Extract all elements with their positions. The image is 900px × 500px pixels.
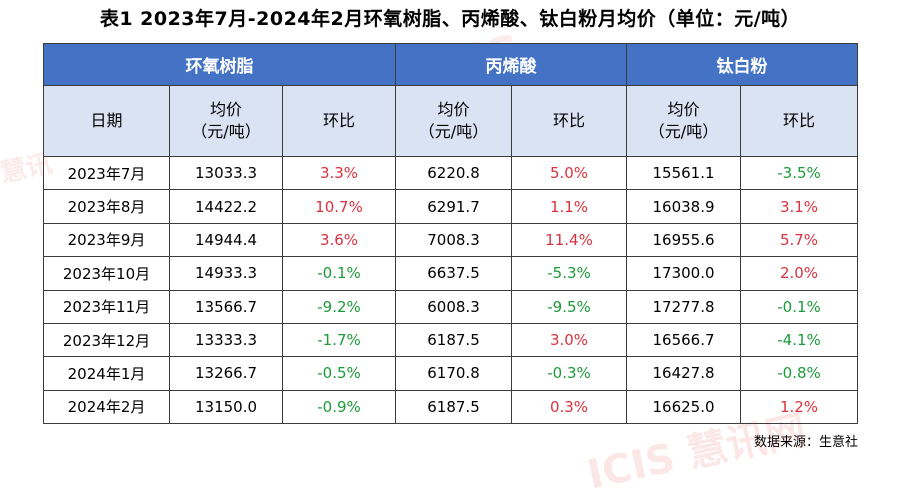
cell-epoxy-mom: -0.9% [282,389,396,425]
cell-acrylic-mom: 0.3% [511,389,627,425]
table-row: 2023年9月 14944.4 3.6% 7008.3 11.4% 16955.6 5.7% [43,222,858,258]
cell-date: 2023年7月 [43,155,170,191]
price-label: 均价 [437,100,470,119]
table-title: 表1 2023年7月-2024年2月环氧树脂、丙烯酸、钛白粉月均价（单位：元/吨… [99,8,801,30]
cell-tio2-price: 16038.9 [626,189,741,224]
cell-tio2-mom: -3.5% [740,155,858,191]
cell-acrylic-price: 7008.3 [395,222,512,258]
cell-acrylic-price: 6187.5 [395,389,512,425]
cell-date: 2023年8月 [43,189,170,224]
cell-epoxy-mom: 10.7% [282,189,396,224]
cell-acrylic-price: 6170.8 [395,356,512,391]
table-row: 2023年10月 14933.3 -0.1% 6637.5 -5.3% 17300.0 2.… [43,256,858,291]
price-label: 均价 [209,100,242,119]
unit-label: （元/吨） [648,122,719,141]
cell-epoxy-price: 14944.4 [169,222,283,258]
cell-epoxy-mom: -0.5% [282,356,396,391]
cell-epoxy-price: 13266.7 [169,356,283,391]
unit-label: （元/吨） [418,122,489,141]
col-header-date: 日期 [43,85,170,157]
cell-epoxy-price: 14422.2 [169,189,283,224]
table-row: 2024年1月 13266.7 -0.5% 6170.8 -0.3% 16427.8 -0.… [43,356,858,391]
col-header-acrylic-mom: 环比 [511,85,627,157]
cell-date: 2023年9月 [43,222,170,258]
cell-tio2-price: 16625.0 [626,389,741,425]
group-header-tio2: 钛白粉 [626,43,858,86]
cell-acrylic-mom: -0.3% [511,356,627,391]
cell-tio2-price: 15561.1 [626,155,741,191]
cell-acrylic-price: 6008.3 [395,289,512,324]
col-header-tio2-mom: 环比 [740,85,858,157]
cell-date: 2024年2月 [43,389,170,425]
cell-epoxy-price: 13566.7 [169,289,283,324]
col-header-epoxy-price: 均价 （元/吨） [169,85,283,157]
cell-tio2-mom: 5.7% [740,222,858,258]
group-header-epoxy: 环氧树脂 [43,43,396,86]
table-row: 2024年2月 13150.0 -0.9% 6187.5 0.3% 16625.0 1.2% [43,389,858,425]
table-row: 2023年12月 13333.3 -1.7% 6187.5 3.0% 16566.7 -4.… [43,322,858,358]
cell-acrylic-price: 6220.8 [395,155,512,191]
price-label: 均价 [667,100,700,119]
cell-tio2-price: 16427.8 [626,356,741,391]
cell-acrylic-price: 6637.5 [395,256,512,291]
unit-label: （元/吨） [191,122,261,141]
cell-tio2-price: 17300.0 [626,256,741,291]
col-header-tio2-price: 均价 （元/吨） [626,85,741,157]
cell-tio2-mom: -0.1% [740,289,858,324]
cell-tio2-mom: -0.8% [740,356,858,391]
col-header-epoxy-mom: 环比 [282,85,396,157]
table-row: 2023年7月 13033.3 3.3% 6220.8 5.0% 15561.1 -3.5% [43,155,858,191]
cell-epoxy-mom: -9.2% [282,289,396,324]
cell-acrylic-price: 6291.7 [395,189,512,224]
group-header-acrylic: 丙烯酸 [395,43,627,86]
cell-acrylic-mom: 3.0% [511,322,627,358]
cell-acrylic-price: 6187.5 [395,322,512,358]
cell-date: 2023年12月 [43,322,170,358]
data-source: 数据来源：生意社 [753,435,858,450]
cell-acrylic-mom: 5.0% [511,155,627,191]
column-header-row: 日期 均价 （元/吨） 环比 均价 （元/吨） 环比 均价 （元/吨） 环比 [43,85,858,157]
cell-epoxy-mom: -1.7% [282,322,396,358]
cell-date: 2023年11月 [43,289,170,324]
group-header-row: 环氧树脂 丙烯酸 钛白粉 [43,43,858,86]
cell-acrylic-mom: 11.4% [511,222,627,258]
cell-tio2-mom: 1.2% [740,389,858,425]
cell-tio2-price: 17277.8 [626,289,741,324]
cell-acrylic-mom: -5.3% [511,256,627,291]
table-row: 2023年8月 14422.2 10.7% 6291.7 1.1% 16038.9 3.1% [43,189,858,224]
cell-epoxy-mom: -0.1% [282,256,396,291]
cell-epoxy-mom: 3.3% [282,155,396,191]
cell-epoxy-mom: 3.6% [282,222,396,258]
table-row: 2023年11月 13566.7 -9.2% 6008.3 -9.5% 17277.8 -0… [43,289,858,324]
cell-date: 2024年1月 [43,356,170,391]
cell-tio2-mom: -4.1% [740,322,858,358]
cell-tio2-mom: 3.1% [740,189,858,224]
cell-epoxy-price: 13033.3 [169,155,283,191]
cell-tio2-price: 16566.7 [626,322,741,358]
price-table: 环氧树脂 丙烯酸 钛白粉 日期 均价 （元/吨） 环比 均价 （元/吨） 环比 … [43,43,858,425]
cell-epoxy-price: 14933.3 [169,256,283,291]
cell-date: 2023年10月 [43,256,170,291]
cell-acrylic-mom: -9.5% [511,289,627,324]
col-header-acrylic-price: 均价 （元/吨） [395,85,512,157]
cell-epoxy-price: 13333.3 [169,322,283,358]
cell-tio2-price: 16955.6 [626,222,741,258]
cell-epoxy-price: 13150.0 [169,389,283,425]
cell-acrylic-mom: 1.1% [511,189,627,224]
cell-tio2-mom: 2.0% [740,256,858,291]
